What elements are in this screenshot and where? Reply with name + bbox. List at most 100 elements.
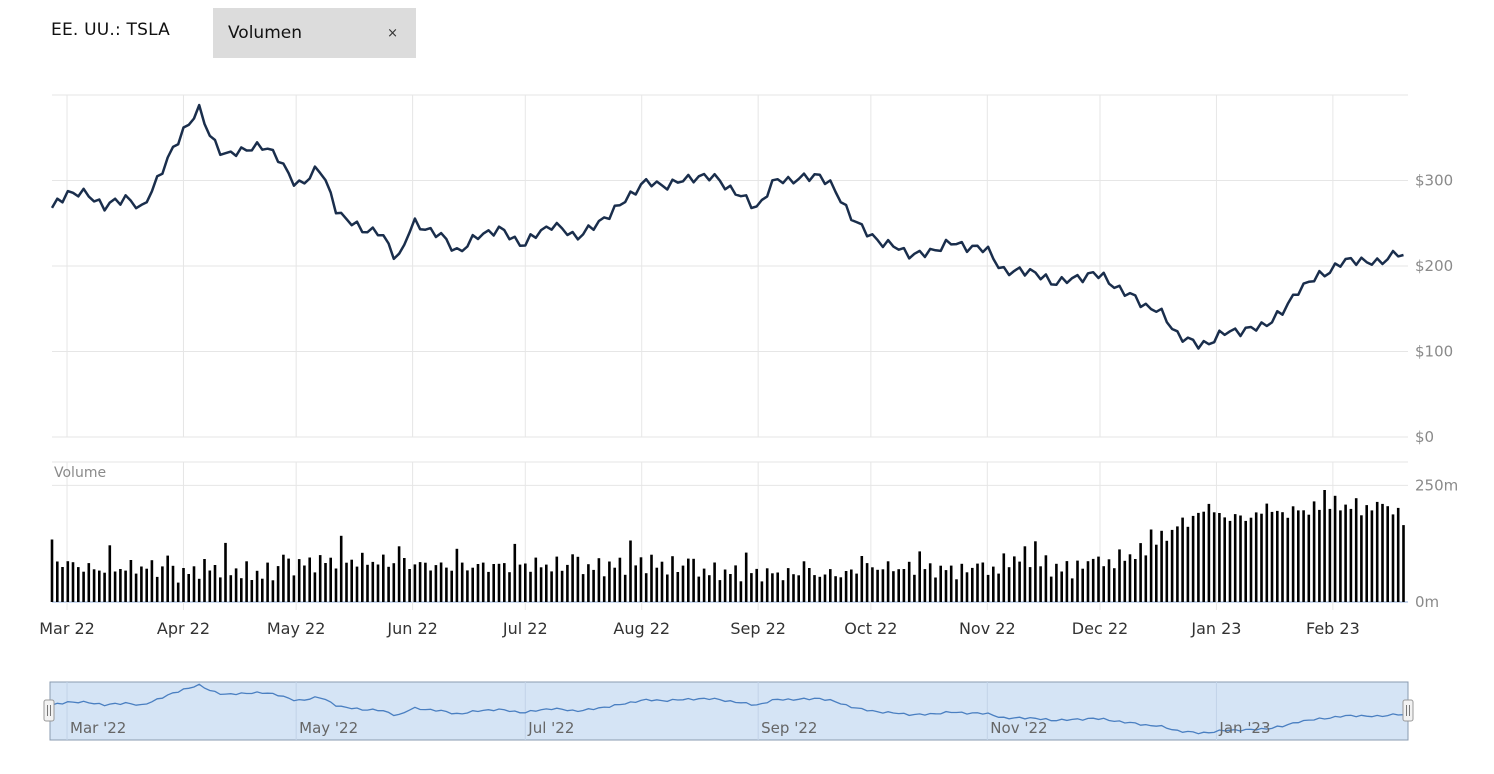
- x-tick-label: Nov 22: [959, 619, 1016, 638]
- volume-bar: [834, 576, 837, 602]
- ticker-title: EE. UU.: TSLA: [51, 20, 170, 40]
- volume-bar: [1297, 510, 1300, 602]
- volume-bar: [660, 561, 664, 602]
- volume-bar: [676, 572, 680, 602]
- volume-bar: [224, 542, 227, 602]
- volume-bar: [497, 563, 501, 602]
- volume-bar: [613, 567, 616, 602]
- volume-bar: [718, 580, 722, 602]
- volume-bar: [71, 562, 75, 602]
- volume-bar: [203, 559, 206, 602]
- volume-bar: [1344, 504, 1347, 602]
- volume-bar: [481, 562, 485, 602]
- volume-bar: [1312, 501, 1316, 602]
- volume-bar: [1149, 529, 1153, 602]
- volume-tick-label: 250m: [1415, 476, 1458, 494]
- volume-bar: [287, 558, 290, 602]
- volume-bar: [119, 569, 122, 602]
- volume-bar: [902, 569, 906, 602]
- price-tick-label: $200: [1415, 257, 1453, 275]
- volume-bar: [1402, 525, 1405, 602]
- volume-bar: [1228, 520, 1232, 602]
- volume-bar: [208, 570, 212, 602]
- volume-bar: [1307, 514, 1311, 602]
- volume-bar: [1186, 526, 1190, 602]
- volume-bar: [755, 568, 758, 602]
- volume-bar: [765, 568, 769, 602]
- x-tick-label: Feb 23: [1306, 619, 1360, 638]
- volume-bar: [234, 568, 238, 602]
- volume-bar: [376, 564, 380, 602]
- volume-bar: [650, 554, 653, 602]
- navigator-selection[interactable]: [49, 681, 1409, 741]
- volume-bar: [666, 574, 669, 602]
- volume-bar: [250, 580, 254, 602]
- volume-bar: [1239, 515, 1242, 602]
- volume-bar: [103, 572, 106, 602]
- volume-bar: [108, 545, 112, 602]
- volume-bar: [671, 556, 674, 602]
- volume-bar: [829, 569, 832, 602]
- volume-bar: [1113, 568, 1116, 602]
- volume-bar: [518, 564, 522, 602]
- volume-bar: [1381, 503, 1384, 602]
- volume-bar: [50, 539, 54, 602]
- volume-bar: [571, 554, 574, 602]
- volume-bar: [1333, 495, 1337, 602]
- volume-bar: [350, 559, 353, 602]
- volume-bar: [771, 573, 774, 602]
- volume-bar: [739, 581, 743, 602]
- volume-bar: [61, 567, 64, 602]
- volume-bar: [939, 565, 942, 602]
- volume-bar: [1207, 503, 1211, 602]
- volume-bar: [308, 557, 311, 602]
- volume-bar: [161, 566, 164, 602]
- volume-bar: [708, 575, 711, 602]
- volume-bar: [907, 561, 911, 602]
- volume-bar: [129, 560, 133, 602]
- price-tick-label: $100: [1415, 343, 1453, 361]
- volume-bar: [1128, 554, 1132, 602]
- volume-bar: [492, 564, 495, 602]
- volume-bar: [1002, 553, 1006, 602]
- volume-bar: [1070, 578, 1074, 602]
- volume-bar: [150, 560, 154, 602]
- volume-bar: [392, 563, 396, 602]
- volume-bar: [623, 574, 627, 602]
- volume-bar: [140, 566, 143, 602]
- volume-bars: [50, 490, 1405, 602]
- volume-bar: [1349, 508, 1353, 602]
- volume-bar: [271, 580, 275, 602]
- volume-bar: [1049, 576, 1053, 602]
- volume-bar: [844, 571, 848, 602]
- volume-bar: [1044, 555, 1048, 602]
- volume-bar: [276, 566, 280, 602]
- volume-bar: [476, 564, 480, 602]
- volume-bar: [971, 567, 974, 602]
- volume-bar: [1233, 514, 1237, 602]
- volume-bar: [1286, 517, 1290, 602]
- volume-bar: [644, 573, 648, 602]
- navigator-left-handle[interactable]: [43, 699, 55, 722]
- volume-bar: [1081, 568, 1084, 602]
- x-tick-label: Dec 22: [1072, 619, 1128, 638]
- volume-bar: [1276, 510, 1279, 602]
- close-icon[interactable]: ×: [387, 25, 398, 41]
- volume-bar: [1091, 558, 1095, 602]
- volume-bar: [303, 565, 306, 602]
- range-navigator[interactable]: Mar '22 May '22 Jul '22 Sep '22 Nov '22 Jan '…: [43, 681, 1414, 741]
- volume-bar: [1007, 567, 1011, 602]
- volume-bar: [403, 558, 406, 602]
- volume-bar: [960, 563, 964, 602]
- volume-bar: [292, 575, 296, 602]
- indicator-chip-volume[interactable]: Volumen ×: [213, 8, 416, 58]
- volume-bar: [339, 535, 343, 602]
- navigator-labels: Mar '22 May '22 Jul '22 Sep '22 Nov '22 Jan '…: [70, 719, 1271, 737]
- navigator-tick-label: Sep '22: [761, 719, 817, 737]
- volume-bar: [592, 569, 595, 602]
- volume-bar: [455, 548, 459, 602]
- volume-bar: [681, 565, 685, 602]
- navigator-right-handle[interactable]: [1402, 699, 1414, 722]
- volume-bar: [192, 566, 196, 602]
